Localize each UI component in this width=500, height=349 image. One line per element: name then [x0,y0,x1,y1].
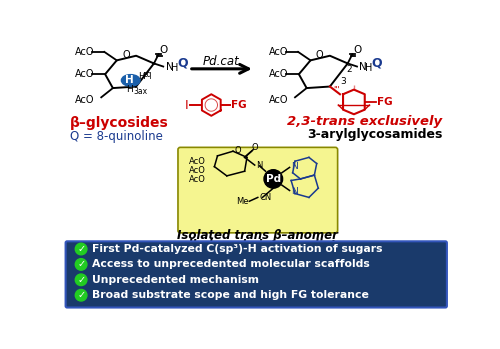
Text: N: N [291,162,298,171]
Text: H: H [365,63,372,73]
Text: O: O [316,50,324,60]
Circle shape [76,243,87,255]
Text: 2: 2 [346,65,352,74]
Text: H: H [171,63,178,73]
Circle shape [76,259,87,270]
Text: Q: Q [177,56,188,69]
Text: AcO: AcO [75,69,94,79]
Text: AcO: AcO [189,166,206,175]
Text: AcO: AcO [75,95,94,105]
Text: Access to unprecedented molecular scaffolds: Access to unprecedented molecular scaffo… [92,259,369,269]
Text: ✓: ✓ [77,275,85,285]
Text: ''': ''' [334,86,340,95]
Text: 3ax: 3ax [134,88,148,96]
Text: H: H [126,85,132,94]
Circle shape [76,274,87,285]
Text: AcO: AcO [189,175,206,184]
Text: ✓: ✓ [77,259,85,269]
Text: Pd: Pd [266,174,281,184]
Circle shape [76,289,87,301]
Text: N: N [256,161,262,170]
Text: H: H [125,75,134,84]
Text: H: H [138,72,144,81]
Circle shape [264,170,282,188]
Text: N: N [291,187,298,196]
Text: eq: eq [142,70,152,79]
Text: O: O [122,50,130,60]
Text: O: O [353,45,361,55]
Text: First Pd-catalyzed C(sp³)-H activation of sugars: First Pd-catalyzed C(sp³)-H activation o… [92,244,382,254]
Text: 3-arylglycosamides: 3-arylglycosamides [307,128,442,141]
Text: Broad substrate scope and high FG tolerance: Broad substrate scope and high FG tolera… [92,290,369,300]
Text: Q = 8-quinoline: Q = 8-quinoline [70,130,163,143]
Text: Me: Me [236,197,248,206]
Text: AcO: AcO [268,95,288,105]
Text: 3: 3 [340,77,345,86]
Text: palladacycle intermediate: palladacycle intermediate [172,239,344,252]
Text: Pd.cat: Pd.cat [203,55,240,68]
Text: O: O [252,143,258,152]
Text: CN: CN [260,193,272,202]
Text: AcO: AcO [268,69,288,79]
FancyBboxPatch shape [66,241,447,307]
Text: AcO: AcO [189,157,206,166]
Text: β–glycosides: β–glycosides [70,116,169,130]
Text: O: O [234,146,241,155]
Text: FG: FG [232,100,247,110]
Text: ✓: ✓ [77,244,85,254]
Text: I: I [184,98,188,112]
Text: Q: Q [371,56,382,69]
Ellipse shape [122,75,140,86]
Text: AcO: AcO [268,47,288,57]
Text: AcO: AcO [75,47,94,57]
Text: Unprecedented mechanism: Unprecedented mechanism [92,275,259,285]
Text: ✓: ✓ [77,290,85,300]
Text: Isolated trans β–anomer: Isolated trans β–anomer [178,229,338,243]
Text: O: O [159,45,168,55]
Text: N: N [166,61,173,72]
FancyBboxPatch shape [178,147,338,233]
Text: 2,3-trans exclusively: 2,3-trans exclusively [287,115,442,128]
Text: N: N [360,61,367,72]
Text: FG: FG [377,97,393,107]
